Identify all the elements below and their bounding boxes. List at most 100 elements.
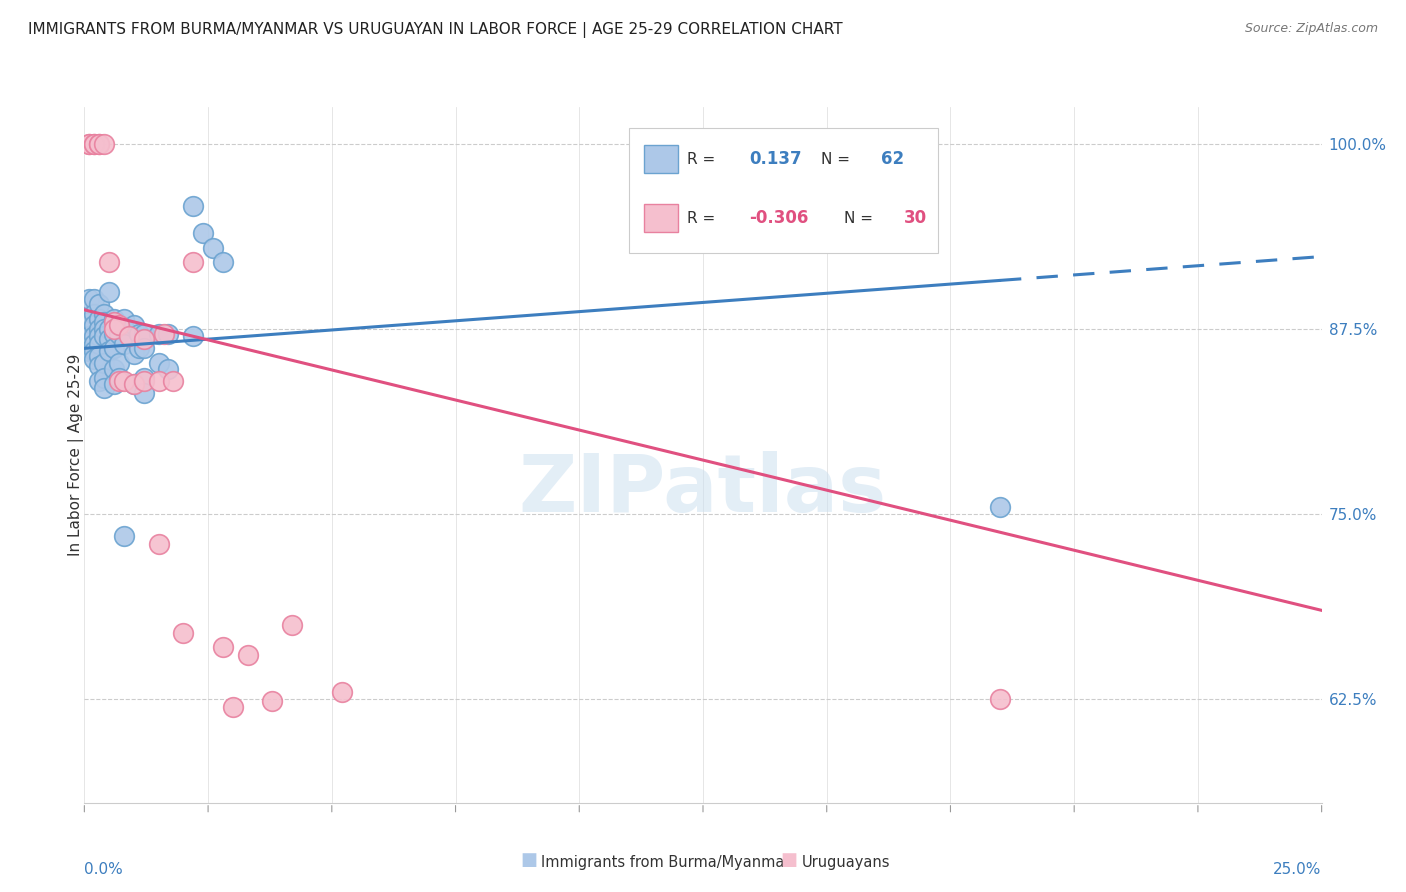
Point [89, 329, 111, 343]
Point [103, 342, 125, 356]
Point [162, 374, 184, 388]
Point [79, 293, 101, 307]
Point [108, 318, 131, 332]
Point [83, 136, 105, 151]
Text: 30: 30 [904, 210, 927, 227]
Text: R =: R = [688, 152, 716, 167]
Point [93, 356, 115, 370]
Point [93, 329, 115, 343]
Point [157, 362, 180, 376]
Text: N =: N = [844, 211, 873, 226]
Point [83, 136, 105, 151]
Point [118, 329, 141, 343]
Point [262, 693, 284, 707]
Point [132, 326, 155, 341]
Point [112, 311, 135, 326]
Point [83, 351, 105, 366]
Point [128, 326, 150, 341]
Text: 62: 62 [882, 150, 904, 169]
Point [112, 529, 135, 543]
Point [83, 344, 105, 359]
Point [98, 285, 121, 299]
Text: ■: ■ [520, 851, 537, 869]
Point [148, 537, 170, 551]
Text: Source: ZipAtlas.com: Source: ZipAtlas.com [1244, 22, 1378, 36]
Point [212, 640, 235, 655]
Text: ■: ■ [780, 851, 797, 869]
Point [108, 326, 131, 341]
Point [157, 326, 180, 341]
Text: -0.306: -0.306 [749, 210, 808, 227]
Point [93, 371, 115, 385]
Point [281, 618, 304, 632]
Point [89, 297, 111, 311]
Point [988, 692, 1011, 706]
Point [222, 699, 245, 714]
FancyBboxPatch shape [644, 145, 678, 173]
Point [148, 326, 170, 341]
Point [108, 374, 131, 388]
Point [132, 374, 155, 388]
Point [148, 356, 170, 370]
Point [122, 376, 145, 391]
Point [108, 371, 131, 385]
Point [181, 329, 204, 343]
Point [79, 136, 101, 151]
Point [148, 374, 170, 388]
Point [330, 685, 353, 699]
Text: 0.137: 0.137 [749, 150, 801, 169]
Point [98, 255, 121, 269]
Point [132, 342, 155, 356]
Point [103, 376, 125, 391]
Point [988, 500, 1011, 514]
Point [122, 376, 145, 391]
Point [132, 385, 155, 400]
Point [132, 333, 155, 347]
Y-axis label: In Labor Force | Age 25-29: In Labor Force | Age 25-29 [67, 354, 84, 556]
Point [83, 337, 105, 351]
Text: R =: R = [688, 211, 716, 226]
Point [83, 318, 105, 332]
Point [212, 255, 235, 269]
Point [93, 307, 115, 321]
Point [108, 356, 131, 370]
Point [83, 329, 105, 343]
Text: N =: N = [821, 152, 849, 167]
Text: 0.0%: 0.0% [84, 862, 124, 877]
Point [112, 374, 135, 388]
Point [202, 241, 225, 255]
Point [93, 315, 115, 329]
Point [112, 337, 135, 351]
Text: 25.0%: 25.0% [1274, 862, 1322, 877]
Text: Uruguayans: Uruguayans [801, 855, 890, 870]
Point [93, 381, 115, 395]
Point [152, 326, 174, 341]
Point [103, 322, 125, 336]
Point [172, 625, 194, 640]
Point [122, 318, 145, 332]
FancyBboxPatch shape [628, 128, 938, 253]
Point [89, 136, 111, 151]
Point [98, 344, 121, 359]
Point [89, 322, 111, 336]
Text: Immigrants from Burma/Myanmar: Immigrants from Burma/Myanmar [541, 855, 790, 870]
Point [98, 333, 121, 347]
Point [236, 648, 259, 662]
Point [112, 322, 135, 336]
Point [191, 226, 214, 240]
Point [89, 136, 111, 151]
Point [103, 315, 125, 329]
Point [128, 342, 150, 356]
Point [89, 374, 111, 388]
Point [83, 307, 105, 321]
Point [122, 347, 145, 361]
Point [181, 199, 204, 213]
Point [89, 311, 111, 326]
Point [93, 136, 115, 151]
Point [108, 318, 131, 332]
Point [93, 322, 115, 336]
Point [103, 311, 125, 326]
Point [89, 337, 111, 351]
Point [181, 255, 204, 269]
Point [79, 344, 101, 359]
